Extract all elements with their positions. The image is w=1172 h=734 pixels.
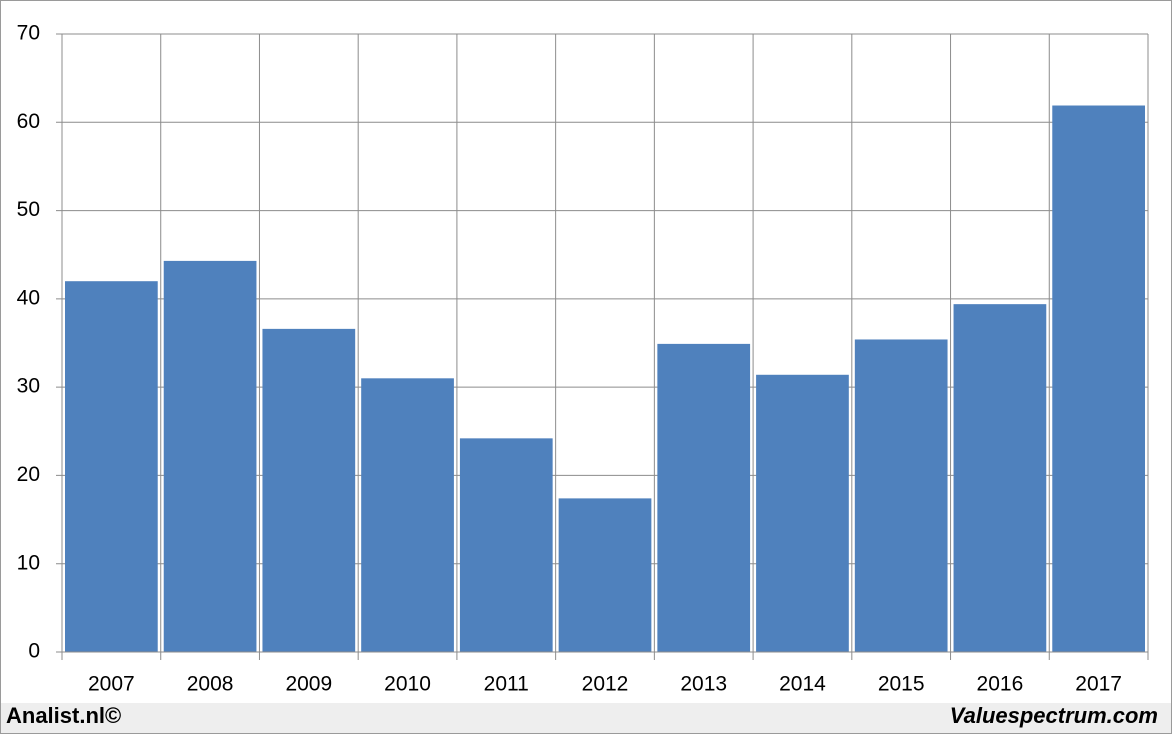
x-tick-label: 2011 bbox=[484, 673, 529, 696]
x-tick-label: 2009 bbox=[285, 673, 332, 696]
x-tick-label: 2013 bbox=[680, 673, 727, 696]
x-tick-label: 2015 bbox=[878, 673, 925, 696]
y-tick-label: 40 bbox=[17, 286, 40, 309]
bar bbox=[657, 343, 751, 652]
bar bbox=[953, 304, 1047, 652]
x-tick-label: 2014 bbox=[779, 673, 826, 696]
x-tick-label: 2016 bbox=[977, 673, 1024, 696]
x-tick-label: 2017 bbox=[1075, 673, 1122, 696]
footer-right: Valuespectrum.com bbox=[950, 703, 1158, 728]
footer-left: Analist.nl© bbox=[6, 703, 121, 728]
y-tick-label: 10 bbox=[17, 551, 40, 574]
y-tick-label: 20 bbox=[17, 463, 40, 486]
x-tick-label: 2010 bbox=[384, 673, 431, 696]
y-tick-label: 30 bbox=[17, 375, 40, 398]
footer-band bbox=[1, 703, 1171, 733]
x-tick-label: 2008 bbox=[187, 673, 234, 696]
y-tick-label: 60 bbox=[17, 110, 40, 133]
x-tick-label: 2012 bbox=[582, 673, 629, 696]
bar bbox=[361, 378, 454, 652]
bar bbox=[262, 328, 356, 652]
bar bbox=[756, 374, 849, 652]
bar bbox=[1052, 105, 1145, 653]
bar bbox=[65, 281, 158, 652]
bar bbox=[459, 438, 553, 652]
y-tick-label: 0 bbox=[28, 640, 40, 663]
y-tick-label: 50 bbox=[17, 198, 40, 221]
bar bbox=[163, 260, 257, 652]
y-tick-label: 70 bbox=[17, 22, 40, 45]
bar bbox=[558, 498, 652, 652]
bar bbox=[854, 339, 948, 652]
x-tick-label: 2007 bbox=[88, 673, 135, 696]
